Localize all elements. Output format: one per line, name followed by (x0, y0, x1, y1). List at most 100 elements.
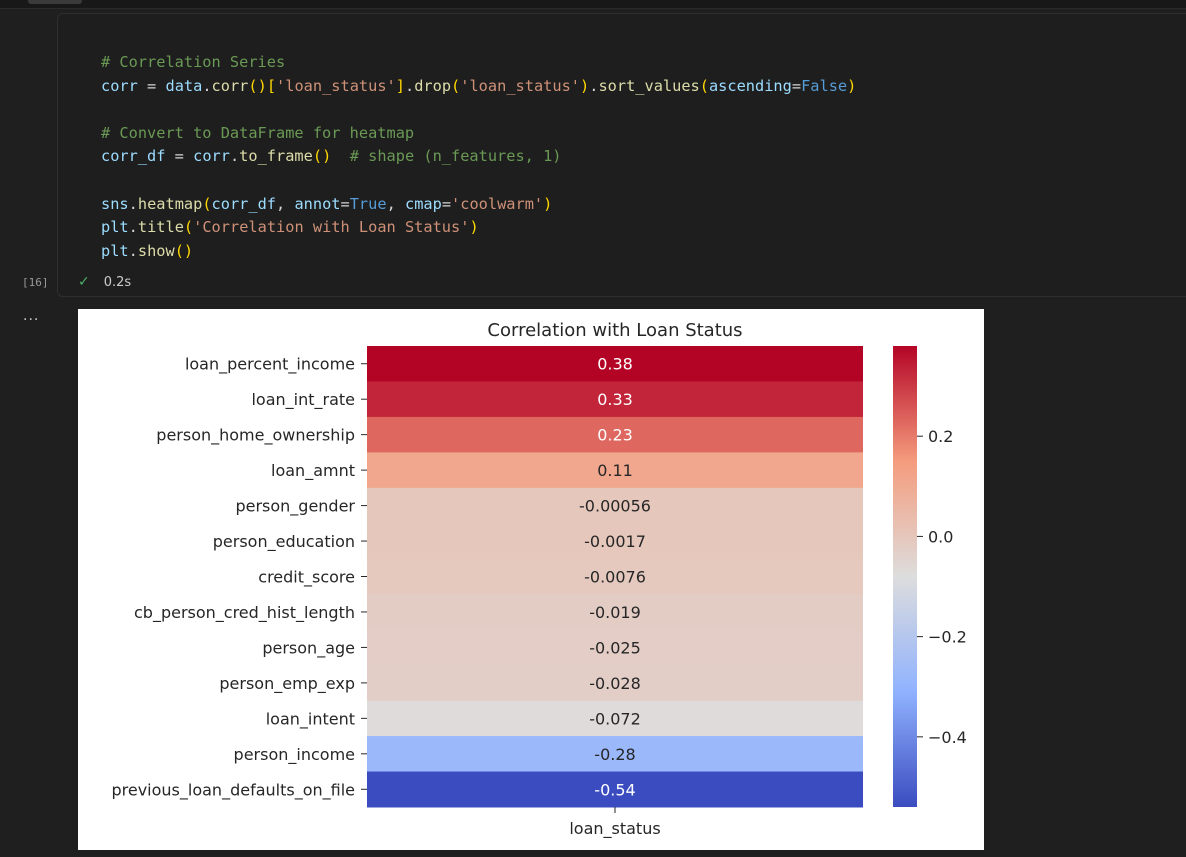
heatmap-cell (367, 594, 863, 631)
execution-count: [16] (22, 276, 49, 289)
code-token: ( (202, 194, 212, 213)
cell-annotation: -0.019 (589, 603, 641, 622)
x-tick-label: loan_status (569, 819, 660, 839)
code-line[interactable]: # Correlation Series (101, 51, 856, 75)
code-token: . (128, 194, 138, 213)
code-line[interactable] (101, 98, 856, 122)
code-token: 'loan_status' (276, 76, 396, 95)
cell-annotation: -0.54 (594, 780, 635, 799)
code-token: ) (580, 76, 590, 95)
y-tick-label: person_education (213, 532, 355, 552)
code-token: sns (101, 194, 129, 213)
code-token: corr (193, 147, 230, 166)
code-token: ] (395, 76, 405, 95)
check-icon: ✓ (78, 274, 90, 290)
heatmap-cell (367, 629, 863, 666)
code-token: . (229, 147, 240, 166)
heatmap-cell (367, 700, 863, 737)
y-tick-label: loan_amnt (271, 461, 355, 481)
cell-annotation: 0.38 (597, 355, 633, 374)
code-token: ) (847, 76, 857, 95)
code-token: corr_df (211, 194, 277, 213)
code-token: , (386, 194, 405, 213)
code-token: , (276, 194, 295, 213)
code-token: False (801, 76, 848, 95)
code-token: plt (101, 218, 129, 237)
code-line[interactable]: plt.title('Correlation with Loan Status'… (101, 216, 856, 240)
code-token: annot (294, 194, 341, 213)
heatmap-cell (367, 736, 863, 773)
code-token: heatmap (137, 194, 203, 213)
code-token: . (128, 218, 138, 237)
heatmap-cell (367, 381, 863, 418)
code-token: = (791, 76, 802, 95)
code-token: [ (266, 76, 277, 95)
code-token: ( (451, 76, 461, 95)
heatmap-cell (367, 346, 863, 382)
code-token: to_frame (239, 147, 313, 166)
toolbar-tab[interactable] (28, 0, 82, 4)
code-token: data (165, 76, 203, 95)
y-tick-label: person_income (234, 745, 355, 765)
code-token: cmap (404, 194, 442, 213)
code-token: = (165, 147, 194, 166)
editor-top-strip (0, 0, 1186, 9)
cell-annotation: -0.0017 (584, 532, 646, 551)
cell-annotation: -0.00056 (579, 497, 651, 516)
heatmap-cell (367, 416, 863, 453)
y-tick-label: credit_score (258, 568, 355, 588)
code-line[interactable] (101, 169, 856, 193)
colorbar-tick-label: 0.0 (928, 527, 953, 546)
y-tick-label: cb_person_cred_hist_length (134, 603, 355, 623)
code-token: ( (183, 218, 194, 237)
code-line[interactable]: corr_df = corr.to_frame() # shape (n_fea… (101, 145, 856, 169)
output-menu-icon[interactable]: ... (23, 308, 40, 324)
colorbar-tick-label: 0.2 (928, 427, 953, 446)
heatmap-cell (367, 665, 863, 702)
code-token: () (174, 241, 194, 260)
code-token: # Convert to DataFrame for heatmap (101, 123, 415, 142)
y-tick-label: person_age (262, 638, 355, 658)
colorbar-tick-label: −0.2 (928, 628, 967, 647)
code-token: drop (414, 76, 452, 95)
code-token: ) (543, 194, 553, 213)
code-token: . (128, 241, 138, 260)
heatmap-cell (367, 771, 863, 808)
code-line[interactable]: # Convert to DataFrame for heatmap (101, 122, 856, 146)
heatmap-cell (367, 523, 863, 560)
y-tick-label: person_home_ownership (156, 426, 355, 446)
cell-annotation: -0.025 (589, 638, 641, 657)
y-tick-label: person_emp_exp (219, 674, 355, 694)
code-token: = (137, 76, 166, 95)
code-token: corr (211, 76, 249, 95)
cell-annotation: -0.28 (594, 745, 635, 764)
execution-status: ✓ 0.2s (78, 274, 131, 290)
code-token: ) (469, 218, 479, 237)
code-token: sort_values (598, 76, 700, 95)
code-line[interactable]: plt.show() (101, 240, 856, 264)
y-tick-label: loan_percent_income (185, 355, 355, 375)
code-line[interactable]: sns.heatmap(corr_df, annot=True, cmap='c… (101, 193, 856, 217)
code-token: 'coolwarm' (451, 194, 544, 213)
code-token: show (137, 241, 175, 260)
cell-output: Correlation with Loan Status 0.38 loan_pe… (78, 309, 984, 850)
code-editor[interactable]: # Correlation Series corr = data.corr()['… (101, 51, 856, 263)
code-token: () (312, 147, 332, 166)
code-token: . (404, 76, 415, 95)
code-line[interactable]: corr = data.corr()['loan_status'].drop('… (101, 75, 856, 99)
code-token: plt (101, 241, 129, 260)
code-token: = (340, 194, 350, 213)
code-token: ( (699, 76, 709, 95)
colorbar (893, 346, 917, 807)
code-token: title (137, 218, 184, 237)
cell-annotation: -0.028 (589, 674, 641, 693)
cell-annotation: 0.11 (597, 461, 633, 480)
code-token: = (441, 194, 452, 213)
chart-title: Correlation with Loan Status (487, 320, 742, 341)
code-cell[interactable] (57, 13, 1186, 297)
execution-time: 0.2s (103, 274, 132, 290)
code-token: # shape (n_features, 1) (331, 147, 562, 166)
code-token: corr (101, 76, 138, 95)
heatmap-chart: Correlation with Loan Status 0.38 loan_pe… (111, 320, 967, 839)
code-token: 'Correlation with Loan Status' (193, 218, 470, 237)
